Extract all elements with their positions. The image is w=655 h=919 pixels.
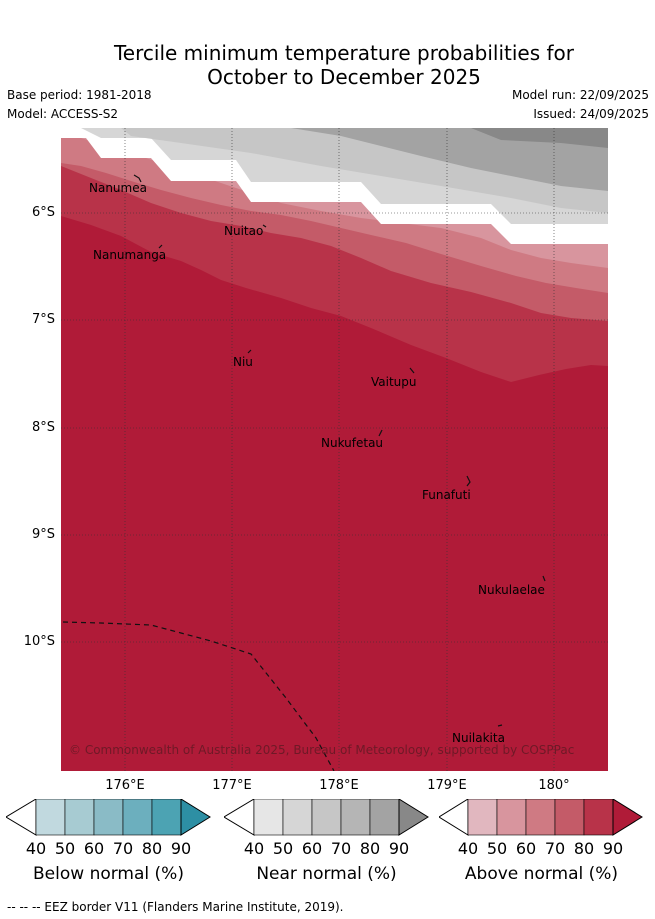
cb-above-tick-40: 40	[457, 839, 479, 858]
cb-above-swatch-6	[612, 799, 643, 836]
place-labels: Nanumea Nanumanga Nuitao Niu Vaitupu Nuk…	[89, 181, 545, 745]
title-line-1: Tercile minimum temperature probabilitie…	[113, 41, 575, 65]
cb-near-tick-70: 70	[330, 839, 352, 858]
cb-near-swatch-0	[224, 799, 255, 836]
cb-near-swatch-1	[253, 799, 284, 836]
colorbar-above-normal	[439, 799, 643, 836]
place-label-vaitupu: Vaitupu	[371, 375, 417, 389]
cb-above-swatch-0	[439, 799, 469, 836]
cb-near-tick-90: 90	[388, 839, 410, 858]
place-label-funafuti: Funafuti	[422, 488, 471, 502]
cb-below-tick-50: 50	[54, 839, 76, 858]
map-svg: Nanumea Nanumanga Nuitao Niu Vaitupu Nuk…	[61, 128, 608, 771]
island-nukulaelae	[542, 575, 546, 582]
cb-above-title: Above normal (%)	[464, 864, 619, 884]
cb-above-tick-90: 90	[602, 839, 624, 858]
model-run: Model run: 22/09/2025	[511, 88, 649, 102]
place-label-nuilakita: Nuilakita	[452, 731, 505, 745]
cb-near-tick-80: 80	[359, 839, 381, 858]
place-label-nanumanga: Nanumanga	[93, 248, 166, 262]
cb-below-title: Below normal (%)	[33, 864, 184, 884]
lon-tick-177e: 177°E	[212, 778, 252, 793]
cb-near-title: Near normal (%)	[256, 864, 397, 884]
near-70-region	[291, 128, 608, 191]
cb-near-swatch-5	[369, 799, 400, 836]
place-label-niu: Niu	[233, 355, 253, 369]
graticule	[61, 128, 608, 771]
title-line-2: October to December 2025	[207, 65, 481, 89]
cb-near-swatch-2	[282, 799, 313, 836]
cb-near-swatch-3	[311, 799, 342, 836]
place-label-nukufetau: Nukufetau	[321, 436, 383, 450]
island-nanumea	[133, 174, 142, 183]
cb-below-swatch-1	[35, 799, 66, 836]
cb-near-tick-50: 50	[272, 839, 294, 858]
cb-below-tick-60: 60	[83, 839, 105, 858]
cb-near-swatch-6	[398, 799, 429, 836]
cb-below-swatch-6	[180, 799, 211, 836]
eez-legend-footer: -- -- -- EEZ border V11 (Flanders Marine…	[7, 900, 344, 914]
cb-above-tick-70: 70	[544, 839, 566, 858]
island-nukufetau	[378, 429, 383, 437]
island-nanumanga	[158, 244, 163, 249]
cb-below-swatch-0	[6, 799, 37, 836]
cb-near-tick-40: 40	[243, 839, 265, 858]
island-shapes	[133, 174, 546, 727]
cb-above-swatch-5	[583, 799, 614, 836]
lon-tick-178e: 178°E	[319, 778, 359, 793]
cb-above-swatch-2	[496, 799, 527, 836]
near-80-region	[471, 128, 608, 148]
base-period: Base period: 1981-2018	[7, 88, 152, 102]
cb-above-swatch-3	[525, 799, 556, 836]
cb-below-swatch-4	[122, 799, 153, 836]
cb-near-tick-60: 60	[301, 839, 323, 858]
issued-date: Issued: 24/09/2025	[533, 107, 649, 121]
eez-border	[62, 621, 335, 771]
island-vaitupu	[409, 367, 415, 374]
lat-tick-10s: 10°S	[23, 634, 55, 649]
cb-above-tick-60: 60	[515, 839, 537, 858]
island-nuilakita	[497, 724, 503, 727]
place-label-nanumea: Nanumea	[89, 181, 147, 195]
model-name: Model: ACCESS-S2	[7, 107, 119, 121]
lat-tick-7s: 7°S	[31, 312, 55, 327]
map-title: Tercile minimum temperature probabilitie…	[0, 41, 655, 89]
lat-tick-9s: 9°S	[31, 527, 55, 542]
cb-below-tick-80: 80	[141, 839, 163, 858]
lat-tick-6s: 6°S	[31, 205, 55, 220]
lat-tick-8s: 8°S	[31, 420, 55, 435]
place-label-nukulaelae: Nukulaelae	[478, 583, 545, 597]
colorbar-below-normal	[6, 799, 211, 836]
island-funafuti	[466, 475, 471, 487]
place-label-nuitao: Nuitao	[224, 224, 263, 238]
lon-tick-179e: 179°E	[427, 778, 467, 793]
cb-below-tick-90: 90	[170, 839, 192, 858]
cb-below-tick-70: 70	[112, 839, 134, 858]
cb-below-swatch-2	[64, 799, 95, 836]
cb-below-tick-40: 40	[25, 839, 47, 858]
cb-above-swatch-4	[554, 799, 585, 836]
cb-below-swatch-3	[93, 799, 124, 836]
cb-above-tick-80: 80	[573, 839, 595, 858]
copyright-notice: © Commonwealth of Australia 2025, Bureau…	[69, 743, 574, 757]
island-nuitao	[262, 224, 267, 228]
lon-tick-176e: 176°E	[105, 778, 145, 793]
cb-below-swatch-5	[151, 799, 182, 836]
cb-above-swatch-1	[467, 799, 498, 836]
colorbar-near-normal	[224, 799, 429, 836]
cb-near-swatch-4	[340, 799, 371, 836]
lon-tick-180: 180°	[538, 778, 570, 793]
probability-map: Nanumea Nanumanga Nuitao Niu Vaitupu Nuk…	[61, 128, 608, 771]
cb-above-tick-50: 50	[486, 839, 508, 858]
island-niu	[247, 349, 252, 354]
